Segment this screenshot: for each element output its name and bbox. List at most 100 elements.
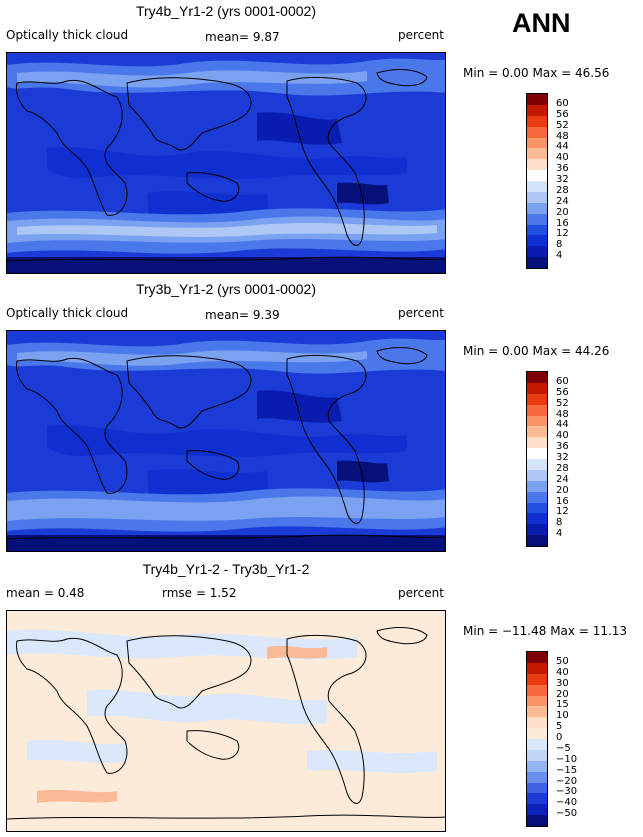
colorbar-label: 20 — [556, 688, 569, 700]
colorbar-swatch — [527, 393, 547, 405]
colorbar-swatch — [527, 652, 547, 663]
colorbar-label: 30 — [556, 677, 569, 689]
colorbar-swatch — [527, 191, 547, 203]
panel1-colorbar — [526, 93, 548, 269]
colorbar-swatch — [527, 513, 547, 525]
colorbar-label: 44 — [556, 419, 569, 431]
colorbar-swatch — [527, 415, 547, 427]
colorbar-swatch — [527, 673, 547, 685]
colorbar-swatch — [527, 448, 547, 459]
colorbar-label: 4 — [556, 528, 563, 540]
panel2-minmax: Min = 0.00 Max = 44.26 — [463, 344, 610, 358]
panel2-units: percent — [398, 306, 444, 320]
colorbar-label: −50 — [556, 808, 578, 820]
panel3-field — [7, 611, 445, 831]
colorbar-label: −20 — [556, 775, 578, 787]
colorbar-label: 16 — [556, 495, 569, 507]
colorbar-label: 10 — [556, 710, 569, 722]
colorbar-label: 56 — [556, 386, 569, 398]
colorbar-swatch — [527, 815, 547, 826]
colorbar-swatch — [527, 782, 547, 794]
colorbar-label: 0 — [556, 732, 563, 743]
colorbar-swatch — [527, 728, 547, 739]
colorbar-label: −5 — [556, 742, 571, 754]
colorbar-label: 52 — [556, 397, 569, 409]
panel1-title: Try4b_Yr1-2 (yrs 0001-0002) — [135, 3, 316, 19]
panel1-units: percent — [398, 28, 444, 42]
colorbar-label: 24 — [556, 473, 569, 485]
colorbar-label: 50 — [556, 655, 569, 667]
panel3-mean: mean = 0.48 — [6, 586, 85, 600]
colorbar-swatch — [527, 480, 547, 492]
colorbar-label: 20 — [556, 484, 569, 496]
panel1-variable: Optically thick cloud — [6, 28, 129, 42]
colorbar-swatch — [527, 235, 547, 247]
colorbar-swatch — [527, 749, 547, 761]
colorbar-swatch — [527, 524, 547, 536]
colorbar-label: 60 — [556, 97, 569, 109]
colorbar-swatch — [527, 202, 547, 214]
colorbar-swatch — [527, 170, 547, 181]
colorbar-label: 36 — [556, 163, 569, 175]
colorbar-swatch — [527, 491, 547, 503]
colorbar-swatch — [527, 684, 547, 696]
colorbar-label: 20 — [556, 206, 569, 218]
colorbar-label: 4 — [556, 250, 563, 262]
colorbar-label: 5 — [556, 721, 563, 733]
colorbar-label: 32 — [556, 174, 569, 185]
colorbar-swatch — [527, 426, 547, 438]
colorbar-swatch — [527, 137, 547, 149]
panel3-rmse: rmse = 1.52 — [162, 586, 237, 600]
colorbar-label: 40 — [556, 152, 569, 164]
colorbar-swatch — [527, 437, 547, 449]
colorbar-label: 8 — [556, 517, 563, 529]
colorbar-swatch — [527, 717, 547, 729]
panel3-units: percent — [398, 586, 444, 600]
colorbar-swatch — [527, 535, 547, 546]
colorbar-label: 40 — [556, 666, 569, 678]
colorbar-label: −40 — [556, 797, 578, 809]
colorbar-swatch — [527, 257, 547, 268]
colorbar-label: 60 — [556, 375, 569, 387]
colorbar-label: −30 — [556, 786, 578, 798]
panel2-mean: mean= 9.39 — [205, 308, 280, 322]
panel3-colorbar — [526, 651, 548, 827]
colorbar-label: 48 — [556, 130, 569, 142]
colorbar-label: 36 — [556, 441, 569, 453]
colorbar-swatch — [527, 246, 547, 258]
colorbar-swatch — [527, 804, 547, 816]
colorbar-label: 56 — [556, 108, 569, 120]
colorbar-swatch — [527, 771, 547, 783]
colorbar-swatch — [527, 469, 547, 481]
colorbar-swatch — [527, 793, 547, 805]
panel3-map — [6, 610, 446, 832]
colorbar-label: 12 — [556, 228, 569, 240]
colorbar-swatch — [527, 148, 547, 160]
colorbar-label: −10 — [556, 753, 578, 765]
colorbar-swatch — [527, 372, 547, 383]
colorbar-label: 16 — [556, 217, 569, 229]
colorbar-swatch — [527, 382, 547, 394]
colorbar-swatch — [527, 662, 547, 674]
panel3-minmax: Min = −11.48 Max = 11.13 — [463, 624, 628, 638]
colorbar-label: 24 — [556, 195, 569, 207]
colorbar-label: 52 — [556, 119, 569, 131]
season-label: ANN — [512, 8, 571, 38]
panel1-map — [6, 52, 446, 274]
panel2-colorbar — [526, 371, 548, 547]
panel1-minmax: Min = 0.00 Max = 46.56 — [463, 66, 610, 80]
colorbar-label: 28 — [556, 184, 569, 196]
colorbar-swatch — [527, 760, 547, 772]
panel1-mean: mean= 9.87 — [205, 30, 280, 44]
colorbar-label: 15 — [556, 699, 569, 711]
colorbar-swatch — [527, 115, 547, 127]
colorbar-swatch — [527, 706, 547, 718]
colorbar-label: 48 — [556, 408, 569, 420]
colorbar-swatch — [527, 104, 547, 116]
panel3-title: Try4b_Yr1-2 - Try3b_Yr1-2 — [142, 561, 310, 577]
colorbar-swatch — [527, 739, 547, 750]
colorbar-label: 8 — [556, 239, 563, 251]
colorbar-swatch — [527, 695, 547, 707]
colorbar-swatch — [527, 213, 547, 225]
panel2-map — [6, 330, 446, 552]
